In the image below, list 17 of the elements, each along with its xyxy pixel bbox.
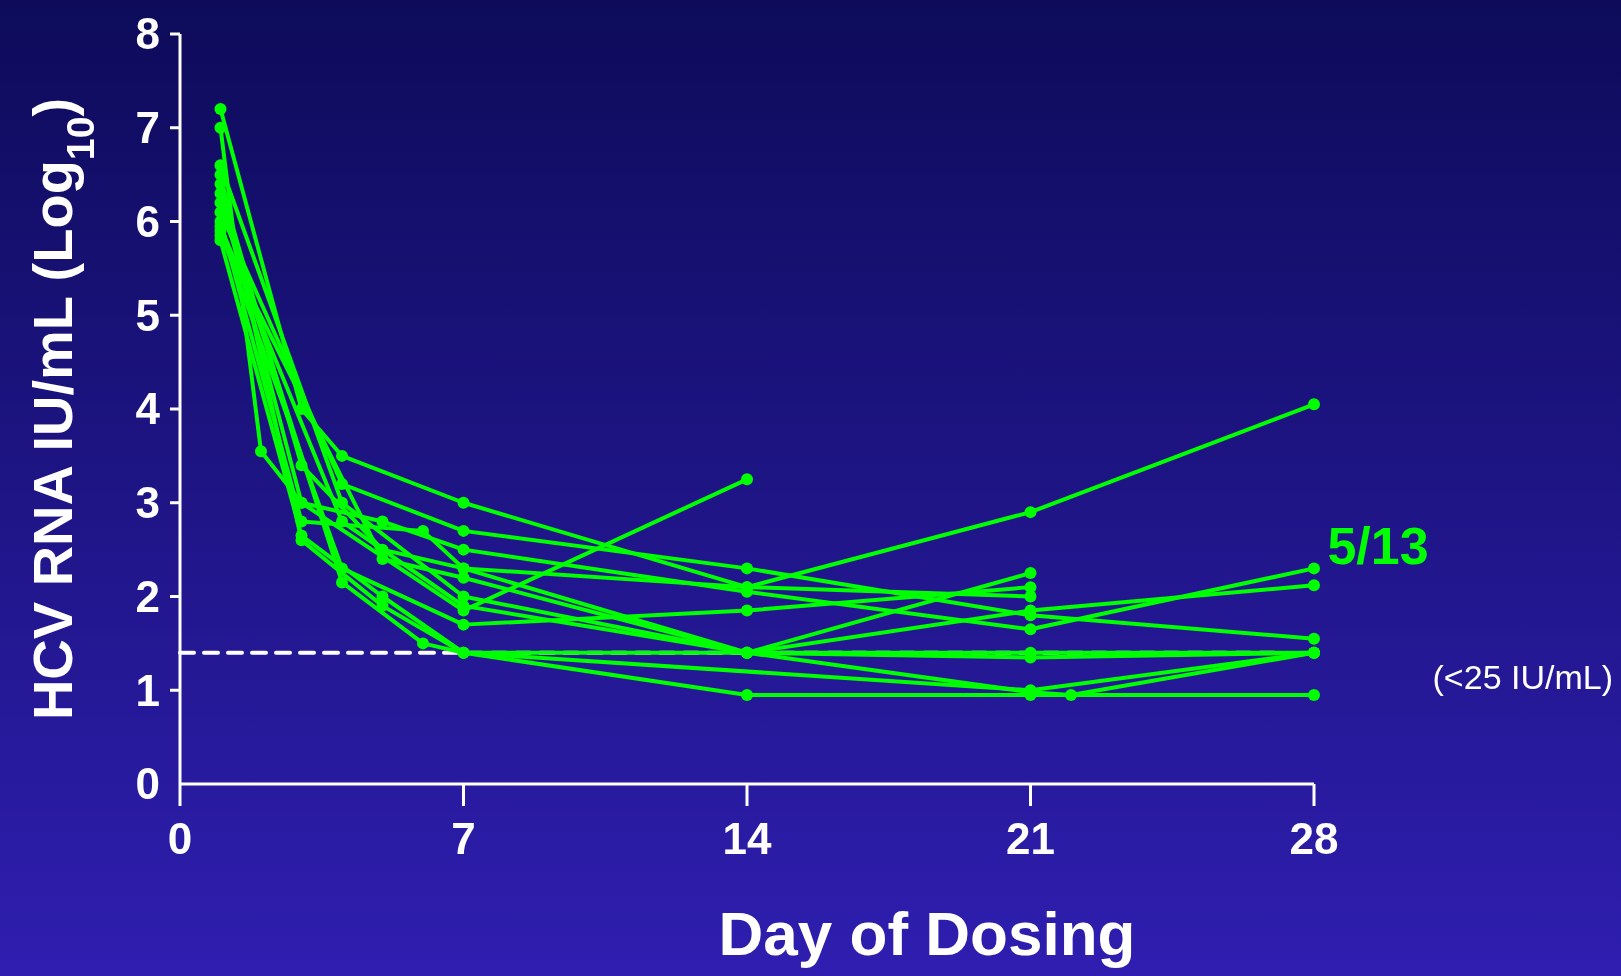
y-tick-label: 6 <box>135 196 160 246</box>
y-tick-label: 3 <box>135 478 160 528</box>
x-tick-label: 28 <box>1289 814 1339 863</box>
x-tick-label: 0 <box>167 814 193 863</box>
x-tick-label: 7 <box>451 814 476 863</box>
ref-line-label: (<25 IU/mL) <box>1432 657 1613 696</box>
y-tick-label: 2 <box>135 571 160 621</box>
x-axis-title: Day of Dosing <box>718 899 1136 968</box>
y-tick-label: 1 <box>135 665 160 715</box>
y-tick-label: 7 <box>135 103 160 153</box>
y-tick-label: 8 <box>135 9 160 59</box>
text: 5/13 <box>1327 517 1429 575</box>
y-tick-label: 5 <box>135 290 160 340</box>
y-tick-label: 0 <box>135 759 160 809</box>
x-tick-label: 14 <box>722 814 772 863</box>
y-tick-label: 4 <box>135 384 161 434</box>
x-tick-label: 21 <box>1006 814 1055 863</box>
